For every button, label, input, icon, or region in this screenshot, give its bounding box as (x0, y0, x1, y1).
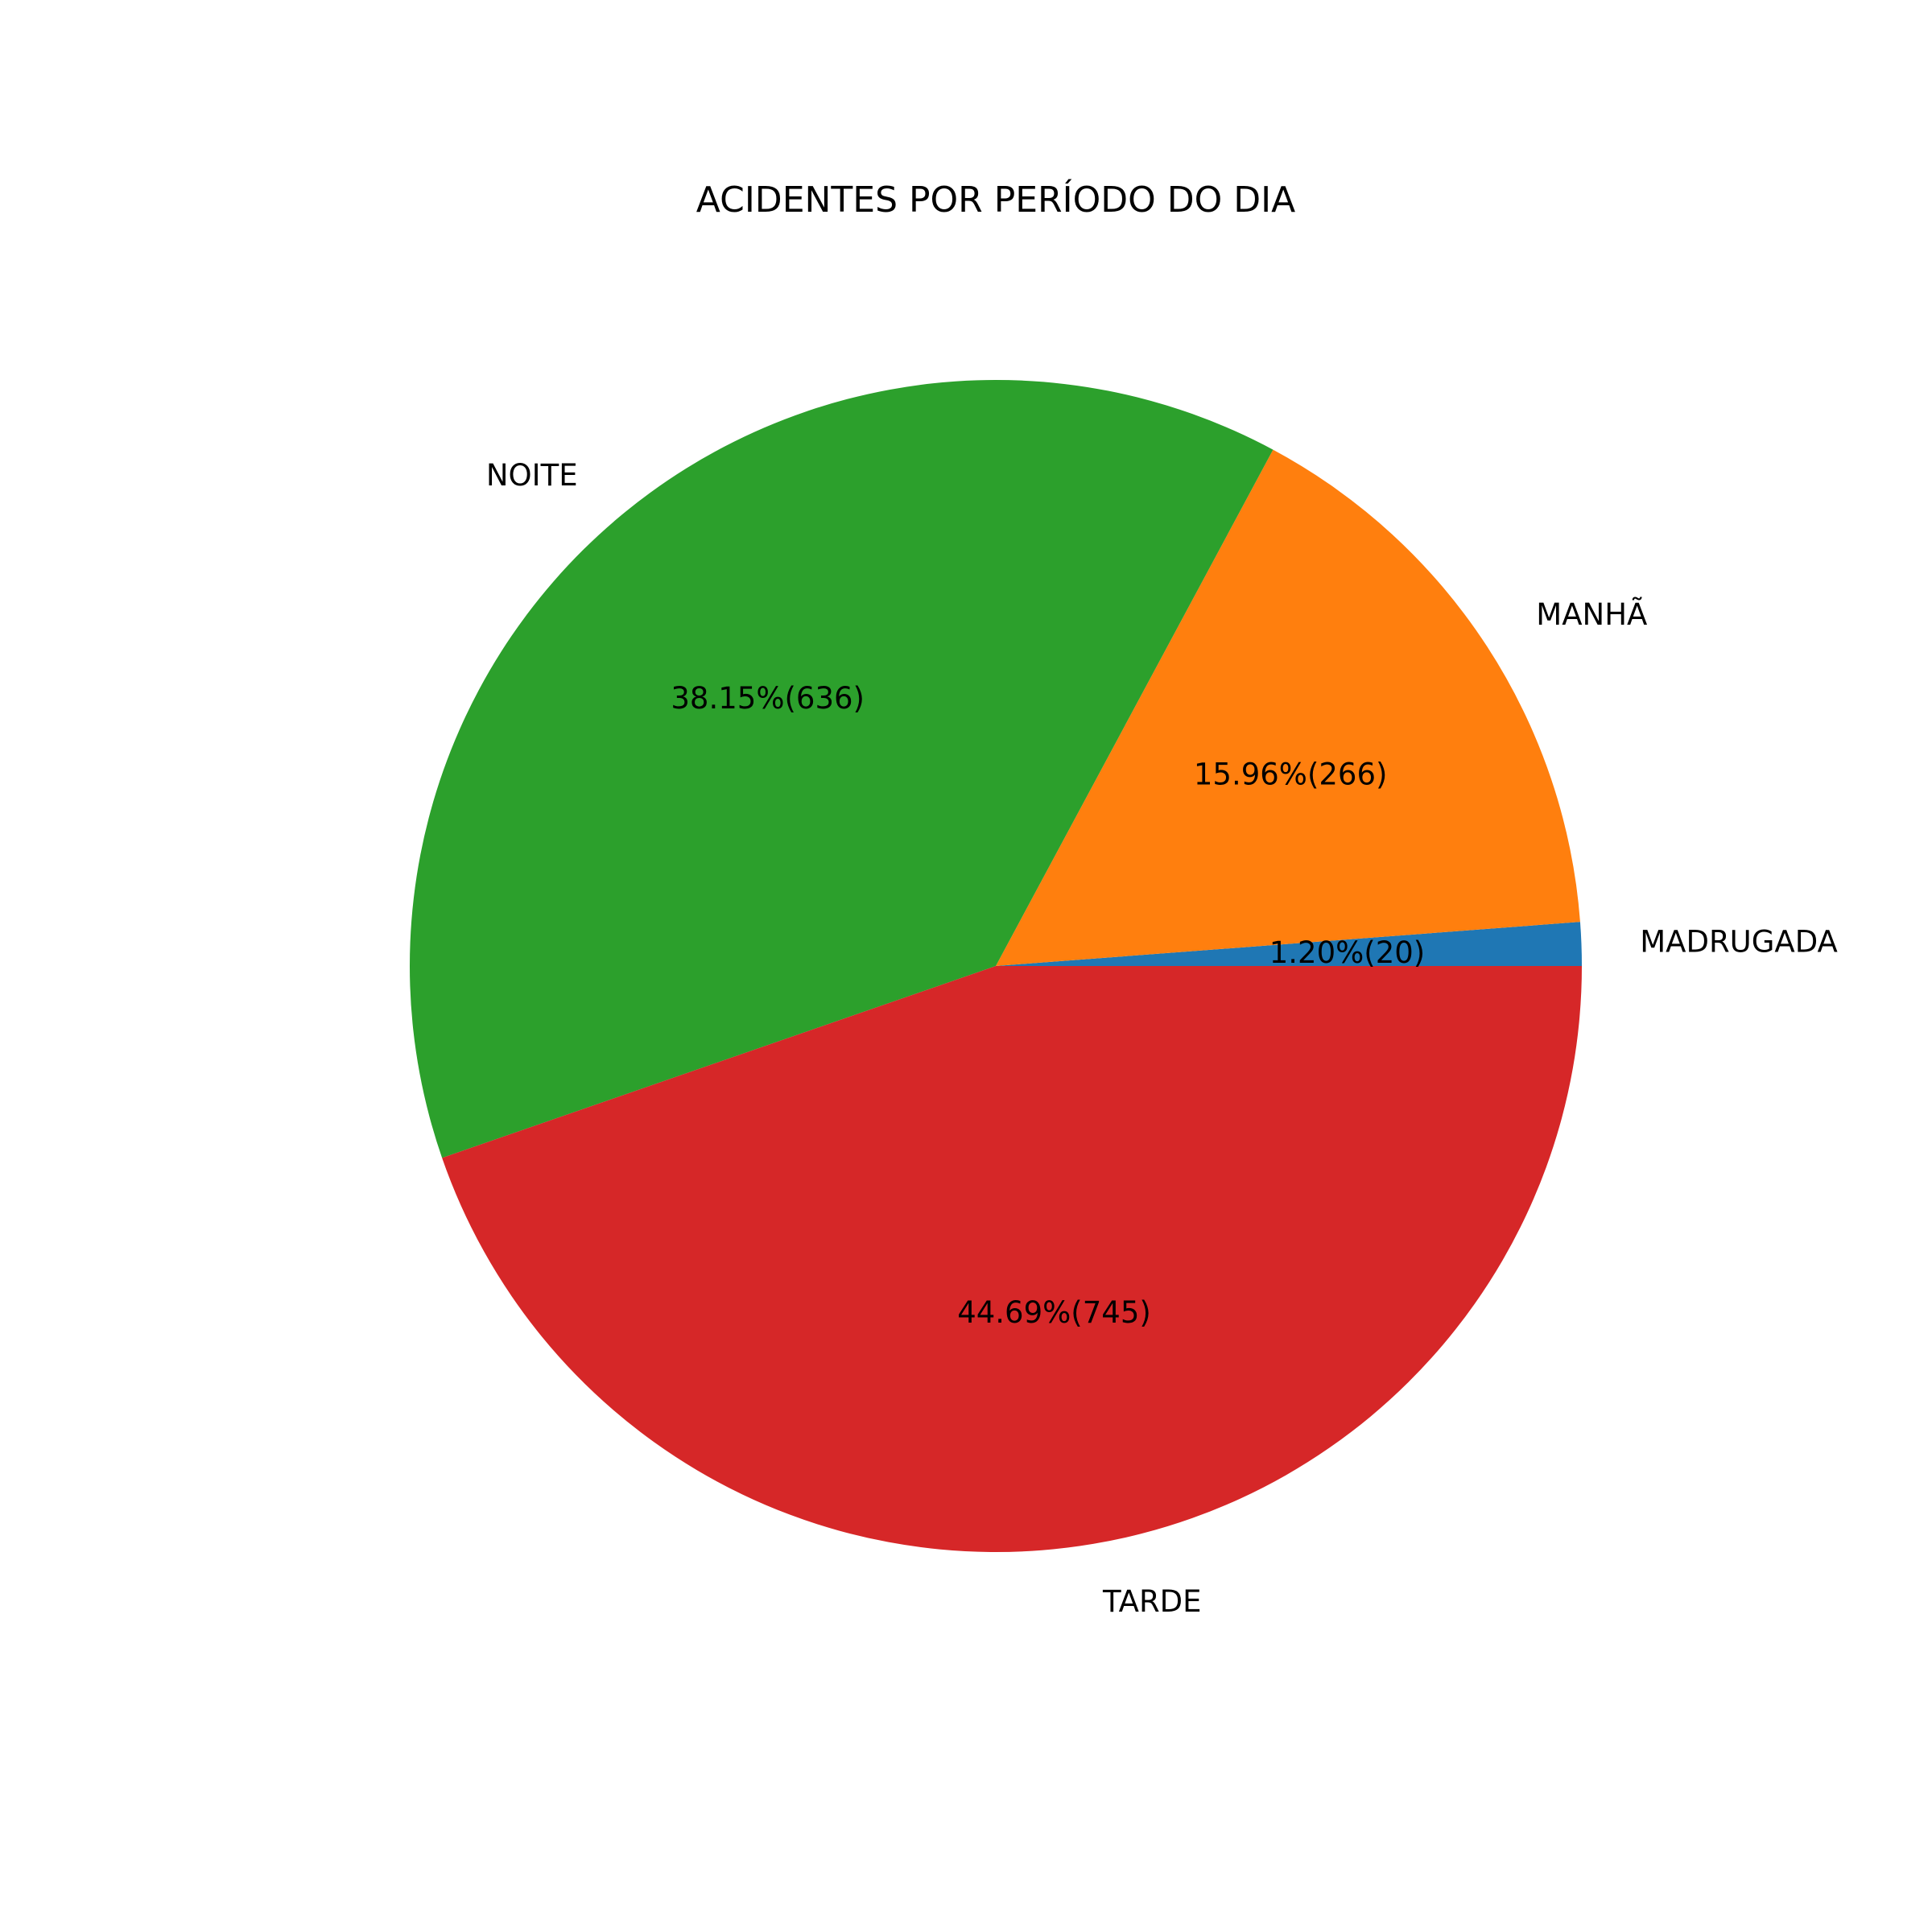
chart-title: ACIDENTES POR PERÍODO DO DIA (696, 178, 1295, 221)
pie-slice-manha (996, 449, 1580, 966)
slice-label-madrugada: MADRUGADA (1640, 924, 1838, 959)
slice-label-manha: MANHÃ (1536, 597, 1647, 632)
percentage-labels: 1.20%(20) 15.96%(266) 38.15%(636) 44.69%(74… (671, 681, 1425, 1330)
slice-label-noite: NOITE (486, 458, 578, 493)
pct-label-noite: 38.15%(636) (671, 681, 865, 716)
pct-label-manha: 15.96%(266) (1194, 757, 1388, 791)
pie-slices (409, 380, 1582, 1552)
slice-labels: MADRUGADA MANHÃ NOITE TARDE (486, 458, 1838, 1619)
pct-label-madrugada: 1.20%(20) (1269, 935, 1426, 970)
pie-slice-noite (409, 380, 1274, 1158)
pie-slice-tarde (442, 966, 1582, 1552)
slice-label-tarde: TARDE (1102, 1584, 1202, 1619)
pie-slice-madrugada (996, 922, 1582, 966)
pct-label-tarde: 44.69%(745) (957, 1295, 1151, 1330)
